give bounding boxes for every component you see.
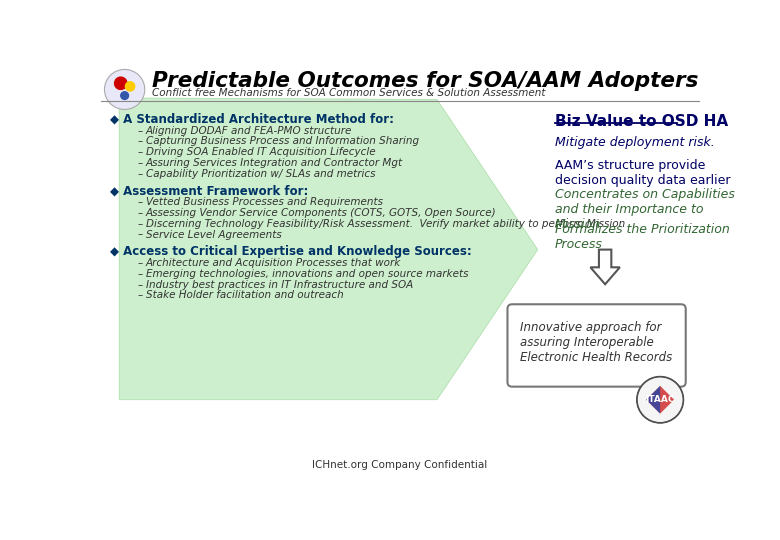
FancyArrow shape xyxy=(590,249,620,284)
Text: ITAAC: ITAAC xyxy=(645,395,675,404)
Circle shape xyxy=(637,377,683,423)
Text: ◆ A Standardized Architecture Method for:: ◆ A Standardized Architecture Method for… xyxy=(110,112,394,125)
Text: Biz Value to OSD HA: Biz Value to OSD HA xyxy=(555,114,728,129)
Text: –: – xyxy=(138,147,143,157)
Text: Driving SOA Enabled IT Acquisition Lifecycle: Driving SOA Enabled IT Acquisition Lifec… xyxy=(146,147,375,157)
Circle shape xyxy=(121,92,129,99)
Text: AAM’s structure provide
decision quality data earlier: AAM’s structure provide decision quality… xyxy=(555,159,730,187)
Text: –: – xyxy=(138,126,143,136)
Circle shape xyxy=(126,82,135,91)
Text: Assessing Vendor Service Components (COTS, GOTS, Open Source): Assessing Vendor Service Components (COT… xyxy=(146,208,496,218)
Text: –: – xyxy=(138,258,143,268)
Text: Stake Holder facilitation and outreach: Stake Holder facilitation and outreach xyxy=(146,291,343,300)
Text: Mitigate deployment risk.: Mitigate deployment risk. xyxy=(555,136,714,148)
Text: Capability Prioritization w/ SLAs and metrics: Capability Prioritization w/ SLAs and me… xyxy=(146,168,375,179)
Text: –: – xyxy=(138,158,143,168)
Text: Assuring Services Integration and Contractor Mgt: Assuring Services Integration and Contra… xyxy=(146,158,402,168)
Text: –: – xyxy=(138,230,143,240)
Text: Architecture and Acquisition Processes that work: Architecture and Acquisition Processes t… xyxy=(146,258,401,268)
Text: –: – xyxy=(138,219,143,229)
Text: Capturing Business Process and Information Sharing: Capturing Business Process and Informati… xyxy=(146,137,419,146)
Text: –: – xyxy=(138,168,143,179)
Text: –: – xyxy=(138,280,143,289)
Text: –: – xyxy=(138,197,143,207)
Text: ◆ Access to Critical Expertise and Knowledge Sources:: ◆ Access to Critical Expertise and Knowl… xyxy=(110,245,472,258)
Text: ◆ Assessment Framework for:: ◆ Assessment Framework for: xyxy=(110,184,308,197)
Text: Emerging technologies, innovations and open source markets: Emerging technologies, innovations and o… xyxy=(146,269,468,279)
Circle shape xyxy=(115,77,127,90)
Polygon shape xyxy=(119,98,537,400)
Text: Concentrates on Capabilities
and their Importance to
Mission: Concentrates on Capabilities and their I… xyxy=(555,188,735,231)
Text: Predictable Outcomes for SOA/AAM Adopters: Predictable Outcomes for SOA/AAM Adopter… xyxy=(152,71,698,91)
Text: Innovative approach for
assuring Interoperable
Electronic Health Records: Innovative approach for assuring Interop… xyxy=(520,321,672,364)
Text: Discerning Technology Feasibility/Risk Assessment.  Verify market ability to per: Discerning Technology Feasibility/Risk A… xyxy=(146,219,625,229)
Text: Aligning DODAF and FEA-PMO structure: Aligning DODAF and FEA-PMO structure xyxy=(146,126,352,136)
Text: –: – xyxy=(138,269,143,279)
Text: Vetted Business Processes and Requirements: Vetted Business Processes and Requiremen… xyxy=(146,197,382,207)
Text: –: – xyxy=(138,137,143,146)
Polygon shape xyxy=(646,386,660,414)
Text: –: – xyxy=(138,208,143,218)
Text: Formalizes the Prioritization
Process: Formalizes the Prioritization Process xyxy=(555,222,729,251)
Text: ICHnet.org Company Confidential: ICHnet.org Company Confidential xyxy=(312,460,488,470)
Text: Industry best practices in IT Infrastructure and SOA: Industry best practices in IT Infrastruc… xyxy=(146,280,413,289)
Text: Service Level Agreements: Service Level Agreements xyxy=(146,230,282,240)
Text: –: – xyxy=(138,291,143,300)
FancyBboxPatch shape xyxy=(508,304,686,387)
Text: Conflict free Mechanisms for SOA Common Services & Solution Assessment: Conflict free Mechanisms for SOA Common … xyxy=(152,87,545,98)
Polygon shape xyxy=(646,386,674,414)
Circle shape xyxy=(105,70,145,110)
